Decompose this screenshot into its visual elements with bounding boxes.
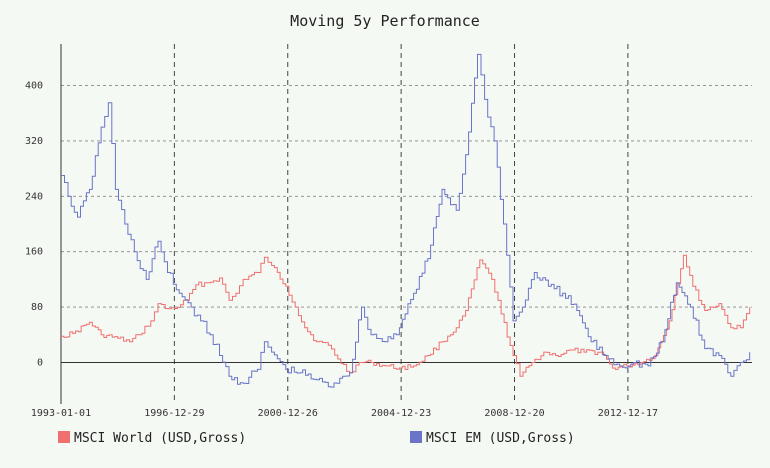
legend-swatch-0	[58, 431, 70, 443]
x-tick-label: 2012-12-17	[598, 408, 658, 419]
y-tick-label: 320	[25, 136, 43, 147]
x-tick-label: 2008-12-20	[484, 408, 544, 419]
x-tick-label: 1993-01-01	[31, 408, 91, 419]
x-tick-label: 1996-12-29	[144, 408, 204, 419]
axes	[60, 44, 752, 404]
chart-title: Moving 5y Performance	[290, 12, 480, 30]
grid	[61, 44, 752, 404]
x-tick-label: 2004-12-23	[371, 408, 431, 419]
tick-labels: 0 80 160 240 320 400 1993-01-01 1996-12-29 2000-…	[25, 81, 658, 419]
y-tick-label: 160	[25, 247, 43, 258]
legend: MSCI World (USD,Gross) MSCI EM (USD,Gross…	[58, 431, 575, 446]
series-line-0	[61, 254, 751, 377]
y-tick-label: 80	[31, 302, 43, 313]
series-line-1	[61, 53, 751, 388]
x-tick-label: 2000-12-26	[258, 408, 318, 419]
series-group	[61, 53, 751, 388]
legend-swatch-1	[410, 431, 422, 443]
y-tick-label: 0	[37, 357, 43, 368]
legend-label-1: MSCI EM (USD,Gross)	[426, 431, 575, 446]
y-tick-label: 240	[25, 191, 43, 202]
legend-label-0: MSCI World (USD,Gross)	[74, 431, 246, 446]
y-tick-label: 400	[25, 81, 43, 92]
